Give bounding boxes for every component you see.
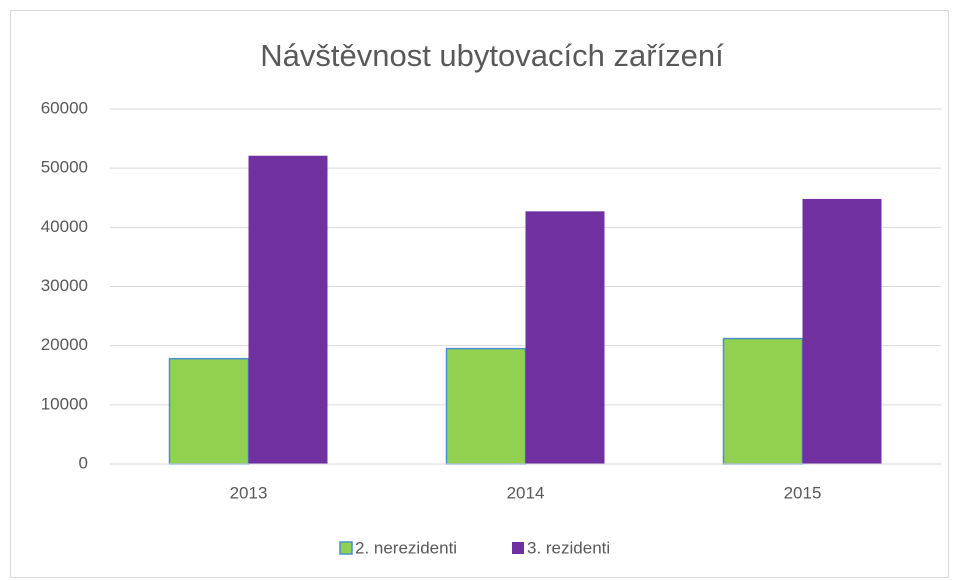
x-tick-label: 2015	[784, 483, 822, 502]
y-tick-label: 10000	[41, 394, 88, 413]
bar	[525, 211, 605, 464]
bar	[722, 337, 804, 465]
y-tick-label: 20000	[41, 335, 88, 354]
bar	[445, 347, 527, 465]
legend-swatch	[512, 542, 524, 554]
y-tick-label: 30000	[41, 276, 88, 295]
y-tick-label: 40000	[41, 217, 88, 236]
legend-label: 3. rezidenti	[527, 538, 610, 557]
bar	[248, 155, 328, 464]
bar	[168, 357, 250, 465]
bar	[802, 198, 882, 464]
chart-title: Návštěvnost ubytovacích zařízení	[260, 38, 724, 73]
chart-border	[10, 10, 949, 578]
x-tick-label: 2014	[507, 483, 545, 502]
y-tick-label: 0	[79, 453, 88, 472]
y-tick-label: 60000	[41, 98, 88, 117]
legend-label: 2. nerezidenti	[355, 538, 457, 557]
x-tick-label: 2013	[230, 483, 268, 502]
y-tick-label: 50000	[41, 158, 88, 177]
legend-swatch	[339, 541, 353, 555]
